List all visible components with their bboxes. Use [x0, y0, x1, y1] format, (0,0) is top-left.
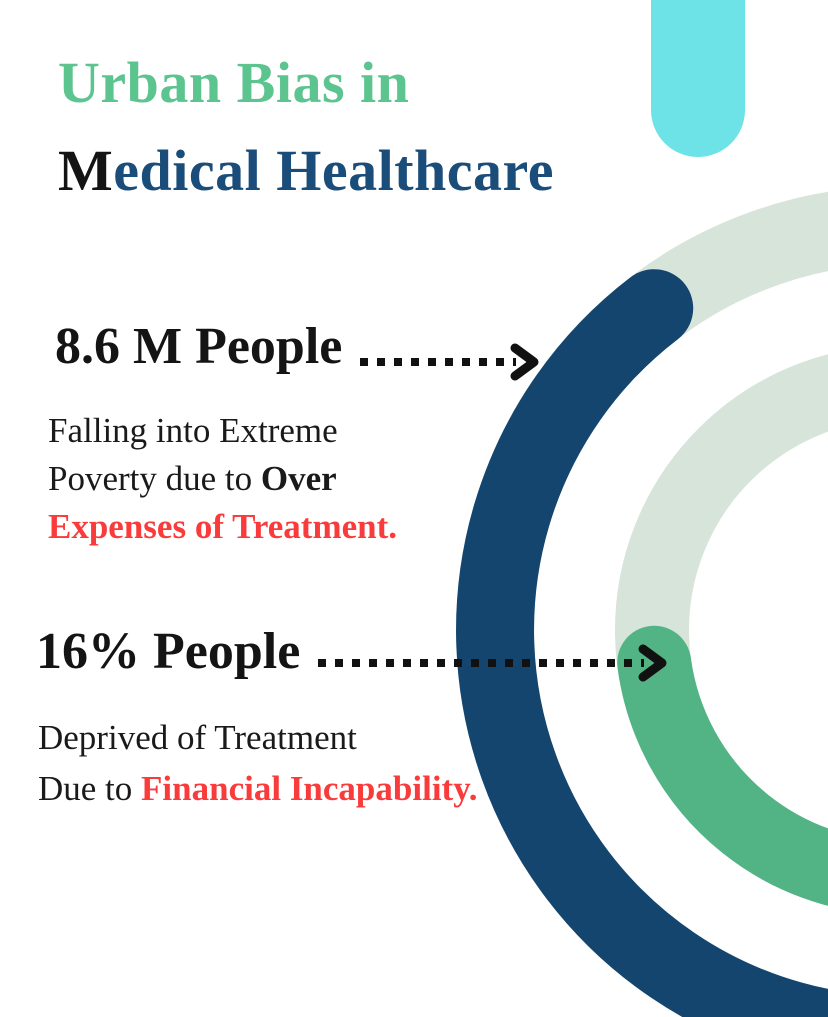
- stat1-line-3-red: Expenses of Treatment.: [48, 507, 398, 546]
- stat1-line-2-bold: Over: [260, 459, 337, 498]
- stat2-line-2-plain: Due to: [38, 769, 142, 808]
- title-line-2-rest: edical Healthcare: [113, 138, 554, 203]
- arrow-1: [360, 343, 539, 381]
- inner-ring-arc-green: [617, 625, 828, 906]
- arrow-2: [318, 644, 667, 682]
- stat2-headline: 16% People: [36, 623, 301, 680]
- arrow-2-head-icon: [638, 644, 667, 682]
- stat1-description: Falling into Extreme Poverty due to Over…: [48, 407, 397, 551]
- stat1-line-2-plain: Poverty due to: [48, 459, 261, 498]
- title-line-2-initial: M: [58, 138, 114, 203]
- stat2-description: Deprived of Treatment Due to Financial I…: [38, 712, 478, 814]
- teal-pill-decoration: [651, 0, 745, 157]
- arrow-1-head-icon: [510, 343, 539, 381]
- stat2-line-1: Deprived of Treatment: [38, 718, 357, 757]
- outer-ring-arc-navy: [456, 269, 828, 1017]
- stat1-line-1: Falling into Extreme: [48, 411, 338, 450]
- stat2-line-2-red: Financial Incapability.: [141, 769, 478, 808]
- stat1-headline: 8.6 M People: [55, 318, 343, 375]
- title-line-2: Medical Healthcare: [58, 127, 554, 215]
- stat2-line-2: Due to Financial Incapability.: [38, 763, 478, 814]
- page-title: Urban Bias in Medical Healthcare: [58, 39, 554, 215]
- stat1-line-2: Poverty due to Over: [48, 455, 397, 503]
- title-line-1: Urban Bias in: [58, 50, 410, 115]
